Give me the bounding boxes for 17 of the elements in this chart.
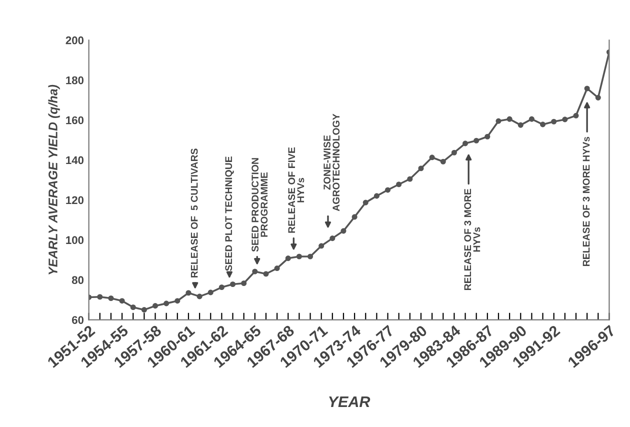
annotation: SEED PLOT TECHNIQUE xyxy=(225,156,234,271)
annotation: RELEASE OF FIVE HYVs xyxy=(288,147,304,233)
y-tick-label: 160 xyxy=(66,116,84,124)
y-tick-label: 60 xyxy=(72,316,84,324)
y-tick-label: 80 xyxy=(72,276,84,284)
y-tick-label: 180 xyxy=(66,76,84,84)
annotation: RELEASE OF 3 MORE HYVs xyxy=(582,136,590,266)
annotation: SEED PRODUCTION PROGRAMME xyxy=(252,158,268,252)
y-tick-label: 140 xyxy=(66,156,84,164)
y-tick-label: 100 xyxy=(66,236,84,244)
annotation: ZONE-WISE AGROTECHNOLOGY xyxy=(324,114,340,212)
annotation: RELEASE OF 3 MORE HYVs xyxy=(464,188,480,290)
x-axis-title: YEAR xyxy=(329,396,370,408)
y-tick-label: 200 xyxy=(66,36,84,44)
y-tick-label: 120 xyxy=(66,196,84,204)
annotation: RELEASE OF 5 CULTIVARS xyxy=(190,148,198,278)
y-axis-title: YEARLY AVERAGE YIELD (q/ha) xyxy=(48,84,60,274)
